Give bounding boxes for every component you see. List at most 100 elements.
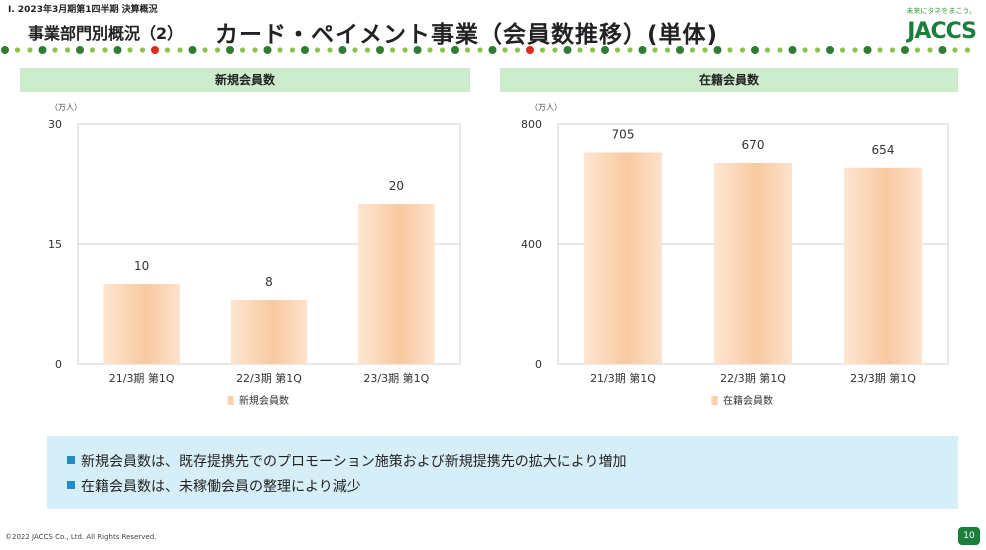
decor-dot <box>52 47 58 53</box>
decor-dot <box>863 46 872 54</box>
decor-dot <box>638 46 647 54</box>
decor-dot <box>64 47 71 53</box>
decor-dot <box>552 47 558 53</box>
decor-dot <box>901 46 909 54</box>
decor-dot <box>739 47 746 53</box>
decor-dot <box>713 46 722 54</box>
decor-dot <box>127 47 133 53</box>
decor-dot <box>202 47 208 53</box>
decor-dot <box>76 46 84 54</box>
decor-dot <box>89 47 96 53</box>
decor-dot <box>777 47 783 53</box>
total-members-chart: （万人） 0 400 800 705 21/3期 第1Q 670 22/3期 第1Q 654 23… <box>521 103 949 407</box>
decor-dot <box>689 47 696 53</box>
y-tick-label: 15 <box>48 238 62 251</box>
jaccs-logo: 未来にタネをまこう。 JACCS <box>880 6 977 46</box>
decor-dot <box>164 47 171 53</box>
decor-dot <box>802 47 808 53</box>
x-tick-label: 22/3期 第1Q <box>720 371 786 385</box>
decor-dot <box>177 47 183 53</box>
copyright: ©2022 JACCS Co., Ltd. All Rights Reserve… <box>5 533 157 541</box>
decor-dot <box>627 47 633 53</box>
decor-dot <box>852 47 858 53</box>
decor-dot <box>889 47 896 53</box>
decor-dot <box>751 46 759 54</box>
bullet-square-icon <box>67 456 75 464</box>
data-label: 654 <box>872 143 895 157</box>
decor-dot <box>539 47 546 53</box>
decor-dot <box>27 47 33 53</box>
decor-dot <box>652 47 658 53</box>
page-number: 10 <box>958 527 980 545</box>
decorative-dot-border <box>1 46 971 54</box>
decor-dot <box>263 46 272 54</box>
decor-dot <box>814 47 821 53</box>
decor-dot <box>289 47 296 53</box>
decor-dot <box>277 47 283 53</box>
decor-dot <box>839 47 846 53</box>
x-tick-label: 23/3期 第1Q <box>850 371 916 385</box>
logo-tagline: 未来にタネをまこう。 <box>906 7 976 15</box>
legend-swatch <box>711 396 718 405</box>
bar <box>358 204 435 364</box>
x-tick-label: 23/3期 第1Q <box>363 371 429 385</box>
legend-label: 在籍会員数 <box>723 394 773 407</box>
decor-dot <box>226 46 234 54</box>
new-members-chart: （万人） 0 15 30 10 21/3期 第1Q 8 22/3期 第1Q 20 23/3期 第1… <box>48 103 461 407</box>
bullet-square-icon <box>67 481 75 489</box>
decor-dot <box>938 46 947 54</box>
decor-dot <box>352 47 358 53</box>
decor-dot <box>764 47 771 53</box>
decor-dot <box>389 47 396 53</box>
decor-dot <box>301 46 309 54</box>
bar <box>584 152 662 364</box>
decor-dot <box>526 46 534 54</box>
logo-text: JACCS <box>907 19 977 44</box>
decor-dot <box>502 47 508 53</box>
decor-dot <box>338 46 347 54</box>
decor-dot <box>577 47 583 53</box>
note-item: 在籍会員数は、未稼働会員の整理により減少 <box>67 476 361 496</box>
decor-dot <box>676 46 684 54</box>
note-item: 新規会員数は、既存提携先でのプロモーション施策および新規提携先の拡大により増加 <box>67 451 626 471</box>
decor-dot <box>413 46 422 54</box>
decor-dot <box>402 47 408 53</box>
decor-dot <box>826 46 834 54</box>
decor-dot <box>314 47 321 53</box>
unit-label: （万人） <box>50 103 82 112</box>
legend-label: 新規会員数 <box>239 394 289 407</box>
bar <box>844 167 922 364</box>
decor-dot <box>514 47 521 53</box>
decor-dot <box>563 46 572 54</box>
decor-dot <box>327 47 333 53</box>
decor-dot <box>464 47 471 53</box>
decor-dot <box>102 47 108 53</box>
section-title: 事業部門別概況（2） <box>28 24 184 43</box>
notes-box: 新規会員数は、既存提携先でのプロモーション施策および新規提携先の拡大により増加 … <box>47 436 958 509</box>
decor-dot <box>664 47 671 53</box>
decor-dot <box>952 47 958 53</box>
x-tick-label: 21/3期 第1Q <box>590 371 656 385</box>
bar <box>714 163 792 364</box>
breadcrumb: I. 2023年3月期第1四半期 決算概況 <box>8 5 158 15</box>
x-tick-label: 22/3期 第1Q <box>236 371 302 385</box>
decor-dot <box>477 47 483 53</box>
decor-dot <box>727 47 733 53</box>
y-tick-label: 400 <box>521 238 542 251</box>
decor-dot <box>601 46 609 54</box>
decor-dot <box>427 47 433 53</box>
decor-dot <box>788 46 797 54</box>
bar <box>230 300 308 364</box>
decor-dot <box>927 47 933 53</box>
decor-dot <box>964 47 971 53</box>
decor-dot <box>702 47 708 53</box>
y-tick-label: 0 <box>55 358 62 371</box>
decor-dot <box>877 47 883 53</box>
decor-dot <box>614 47 621 53</box>
bar <box>103 284 180 364</box>
decor-dot <box>38 46 47 54</box>
data-label: 670 <box>742 138 765 152</box>
decor-dot <box>14 47 21 53</box>
data-label: 705 <box>612 128 635 142</box>
panel-header-new-members: 新規会員数 <box>20 68 470 92</box>
